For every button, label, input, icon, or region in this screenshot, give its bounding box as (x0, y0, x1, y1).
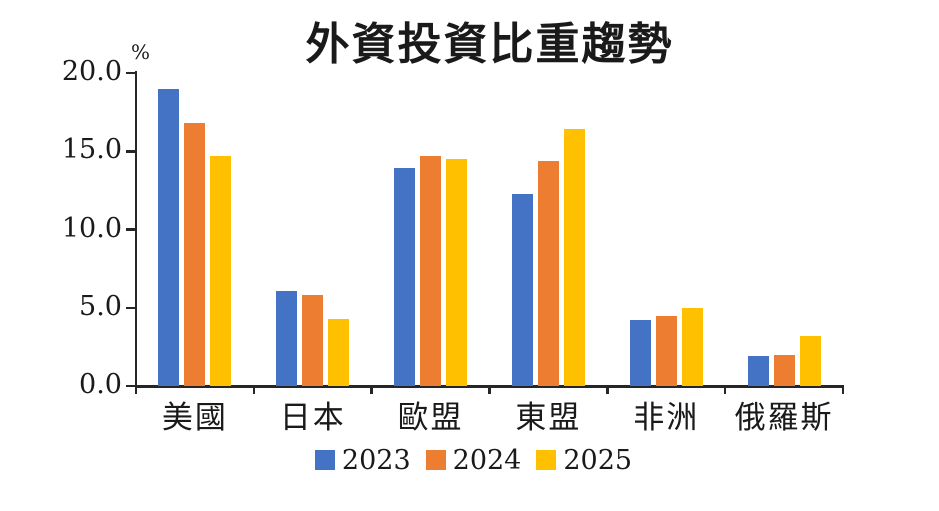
y-axis-unit-label: % (131, 40, 151, 64)
bar-2023-日本 (276, 290, 298, 386)
y-axis-tick (126, 150, 135, 153)
bar-2024-非洲 (655, 315, 677, 386)
bar-2025-日本 (328, 318, 350, 386)
y-tick-label: 0.0 (79, 369, 122, 400)
y-tick-label: 15.0 (61, 134, 122, 166)
bar-2023-美國 (158, 88, 180, 386)
bar-2024-美國 (184, 123, 206, 386)
bar-2025-美國 (210, 155, 232, 386)
legend-label: 2025 (563, 444, 633, 476)
legend-item-2024: 2024 (425, 444, 522, 476)
plot-area (136, 73, 843, 386)
x-category-label: 日本 (279, 400, 346, 436)
legend: 2023 2024 2025 (120, 444, 827, 476)
bar-2024-歐盟 (420, 155, 442, 386)
bar-2023-俄羅斯 (747, 356, 769, 386)
legend-item-2025: 2025 (536, 447, 632, 474)
bar-2025-俄羅斯 (799, 335, 821, 386)
y-axis-tick (126, 71, 135, 75)
y-tick-label: 5.0 (79, 290, 122, 322)
x-axis-tick (606, 386, 609, 394)
x-axis-tick (134, 386, 138, 394)
bar-2024-俄羅斯 (773, 354, 795, 386)
legend-label: 2024 (452, 444, 522, 476)
y-axis-tick (126, 306, 135, 309)
x-category-label: 東盟 (515, 400, 582, 436)
y-tick-label: 10.0 (61, 212, 122, 244)
y-axis-tick (126, 384, 135, 388)
x-axis-tick (370, 386, 373, 394)
legend-item-2023: 2023 (314, 444, 411, 476)
y-axis-tick (126, 228, 135, 231)
bar-2025-東盟 (563, 129, 585, 386)
legend-swatch (536, 450, 557, 470)
x-axis-tick (723, 386, 727, 394)
legend-swatch (425, 450, 446, 470)
x-axis-tick (252, 386, 256, 394)
bar-2025-歐盟 (446, 159, 468, 386)
bar-2024-東盟 (537, 160, 559, 386)
bar-2025-非洲 (681, 307, 703, 386)
x-category-label: 非洲 (633, 400, 700, 436)
chart-title: 外資投資比重趨勢 (305, 19, 674, 70)
legend-label: 2023 (341, 444, 411, 476)
x-axis-tick (841, 386, 845, 394)
bar-2023-東盟 (511, 193, 533, 386)
y-tick-label: 20.0 (61, 56, 122, 87)
y-axis-line (134, 71, 137, 394)
bar-2023-非洲 (629, 320, 651, 386)
bar-2023-歐盟 (394, 168, 416, 386)
x-category-label: 歐盟 (397, 400, 464, 436)
x-category-label: 俄羅斯 (734, 400, 834, 436)
legend-swatch (314, 450, 335, 470)
bar-2024-日本 (302, 295, 324, 386)
x-axis-tick (488, 386, 491, 394)
x-category-label: 美國 (161, 400, 228, 436)
